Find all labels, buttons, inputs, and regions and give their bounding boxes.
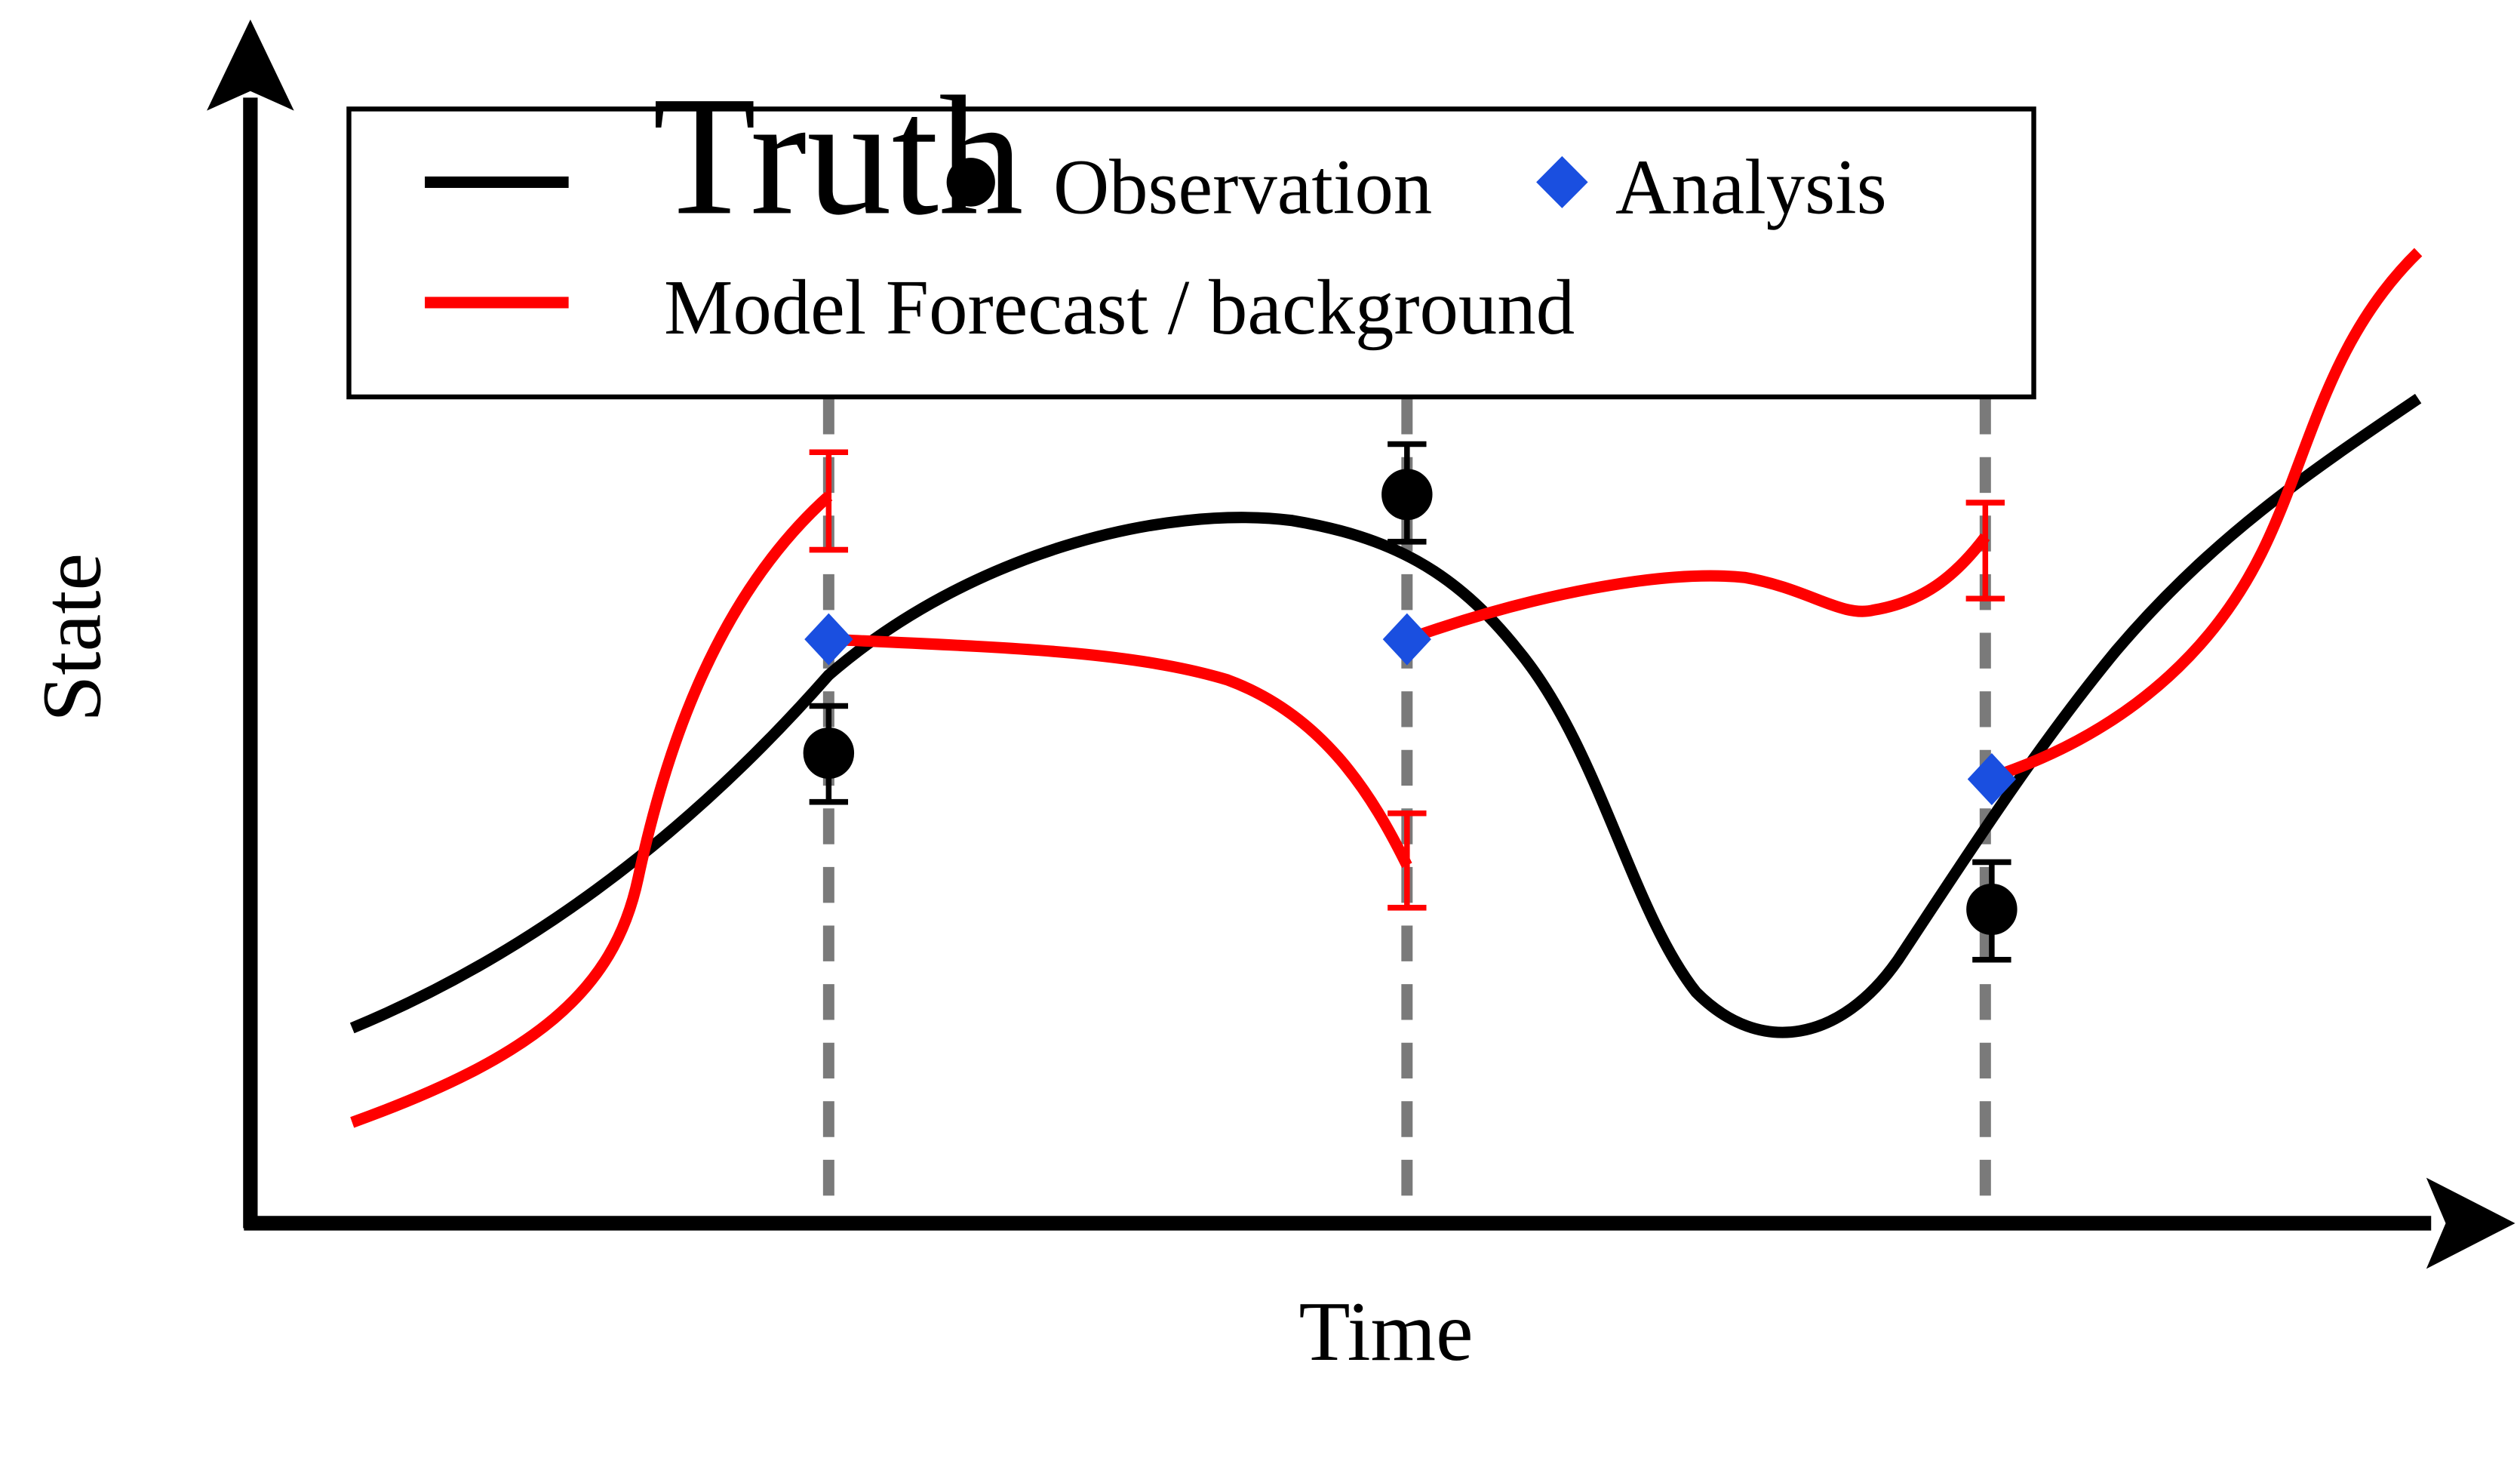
forecast-error-bars xyxy=(809,449,2005,911)
observation-marker xyxy=(803,727,855,779)
axes xyxy=(207,19,2515,1269)
legend-analysis-icon xyxy=(1536,155,1588,208)
legend-box xyxy=(346,106,2036,400)
x-axis-label: Time xyxy=(1298,1285,1473,1379)
observation-3 xyxy=(1966,859,2018,963)
legend-forecast-label: Model Forecast / background xyxy=(664,265,1575,351)
forecast-error-bar-1 xyxy=(809,449,849,553)
analysis-marker-2 xyxy=(1382,613,1431,666)
forecast-error-bar-2 xyxy=(1388,810,1427,911)
x-axis-arrow-icon xyxy=(2426,1177,2515,1269)
observation-marker xyxy=(1381,469,1433,521)
analysis-marker-1 xyxy=(804,613,853,666)
observation-marker xyxy=(1966,884,2018,935)
truth-curve xyxy=(349,393,2422,1038)
forecast-error-bar-3 xyxy=(1965,500,2005,602)
legend-observation-label: Observation xyxy=(1053,144,1432,230)
forecast-curves xyxy=(350,248,2423,1128)
y-axis-label: State xyxy=(26,553,119,722)
forecast-segment-1 xyxy=(350,491,833,1128)
legend: Truth Observation Analysis Model Forecas… xyxy=(346,61,2036,400)
observations xyxy=(803,441,2018,963)
y-axis-arrow-icon xyxy=(207,19,294,111)
legend-truth-label: Truth xyxy=(653,61,1024,251)
observation-2 xyxy=(1381,441,1433,545)
legend-analysis-label: Analysis xyxy=(1615,144,1887,230)
observation-1 xyxy=(803,703,855,805)
forecast-segment-4 xyxy=(1984,248,2423,785)
forecast-segment-2 xyxy=(828,633,1412,869)
forecast-segment-3 xyxy=(1405,533,1990,645)
legend-observation-icon xyxy=(946,158,995,207)
